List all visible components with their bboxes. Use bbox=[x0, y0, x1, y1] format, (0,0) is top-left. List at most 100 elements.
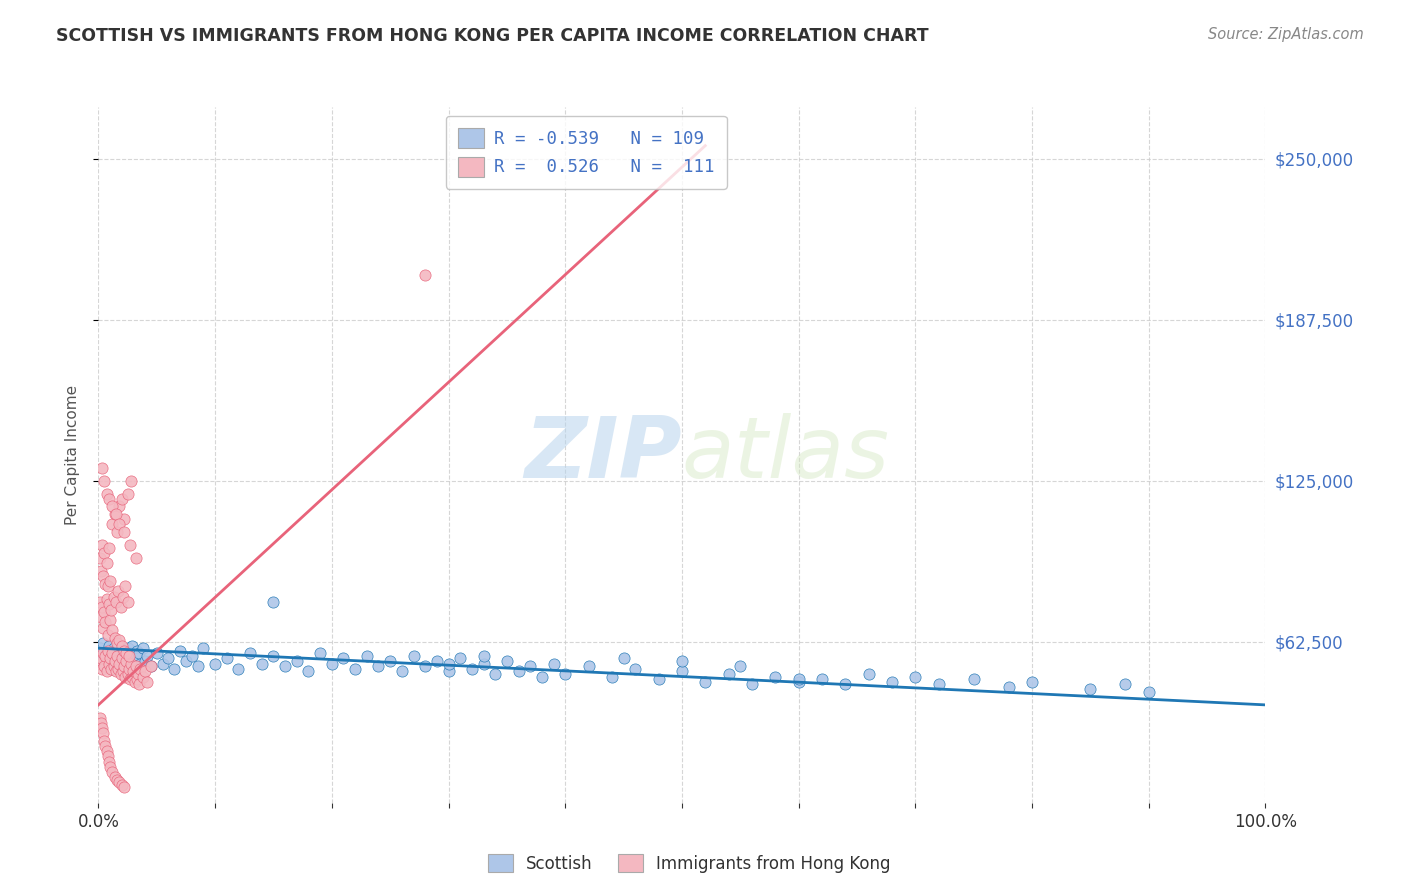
Point bbox=[117, 595, 139, 609]
Point bbox=[103, 659, 125, 673]
Point bbox=[97, 541, 120, 555]
Point bbox=[93, 659, 115, 673]
Point bbox=[112, 644, 135, 658]
Point bbox=[90, 599, 112, 614]
Point bbox=[97, 749, 120, 764]
Point bbox=[96, 665, 118, 679]
Point bbox=[120, 474, 142, 488]
Point bbox=[91, 569, 114, 583]
Point bbox=[717, 667, 740, 681]
Point bbox=[763, 669, 786, 683]
Point bbox=[104, 507, 127, 521]
Point bbox=[101, 662, 124, 676]
Point bbox=[413, 659, 436, 673]
Point bbox=[104, 654, 127, 668]
Point bbox=[104, 631, 127, 645]
Point bbox=[104, 507, 127, 521]
Point bbox=[104, 770, 127, 784]
Point bbox=[834, 677, 856, 691]
Point bbox=[111, 657, 134, 671]
Point bbox=[671, 654, 693, 668]
Point bbox=[695, 674, 717, 689]
Point bbox=[94, 576, 117, 591]
Point bbox=[600, 669, 623, 683]
Point bbox=[100, 602, 122, 616]
Point bbox=[928, 677, 950, 691]
Point bbox=[647, 672, 669, 686]
Point bbox=[125, 644, 148, 658]
Point bbox=[121, 669, 143, 683]
Point bbox=[98, 657, 121, 671]
Point bbox=[250, 657, 273, 671]
Point bbox=[90, 538, 112, 552]
Point bbox=[101, 500, 124, 514]
Point bbox=[122, 665, 145, 679]
Point bbox=[332, 651, 354, 665]
Point bbox=[96, 556, 118, 570]
Point bbox=[90, 662, 112, 676]
Text: SCOTTISH VS IMMIGRANTS FROM HONG KONG PER CAPITA INCOME CORRELATION CHART: SCOTTISH VS IMMIGRANTS FROM HONG KONG PE… bbox=[56, 27, 929, 45]
Point bbox=[90, 715, 112, 730]
Point bbox=[163, 662, 186, 676]
Point bbox=[129, 662, 152, 676]
Point bbox=[93, 474, 115, 488]
Point bbox=[98, 651, 121, 665]
Point bbox=[97, 491, 120, 506]
Point bbox=[157, 651, 180, 665]
Point bbox=[91, 621, 114, 635]
Point bbox=[118, 646, 141, 660]
Point bbox=[613, 651, 636, 665]
Text: atlas: atlas bbox=[682, 413, 890, 497]
Point bbox=[121, 639, 143, 653]
Point bbox=[136, 674, 159, 689]
Point bbox=[108, 633, 131, 648]
Point bbox=[124, 674, 146, 689]
Point bbox=[94, 648, 117, 663]
Point bbox=[124, 648, 146, 663]
Point bbox=[115, 646, 138, 660]
Point bbox=[97, 598, 120, 612]
Point bbox=[962, 672, 984, 686]
Point bbox=[108, 651, 131, 665]
Point bbox=[108, 775, 131, 789]
Point bbox=[356, 648, 378, 663]
Point bbox=[97, 651, 120, 665]
Point bbox=[94, 659, 117, 673]
Point bbox=[152, 657, 174, 671]
Point bbox=[115, 662, 138, 676]
Point bbox=[118, 662, 141, 676]
Point bbox=[101, 646, 124, 660]
Point bbox=[787, 674, 810, 689]
Point bbox=[413, 268, 436, 282]
Point bbox=[114, 579, 136, 593]
Point bbox=[118, 538, 141, 552]
Point bbox=[125, 659, 148, 673]
Point bbox=[187, 659, 209, 673]
Point bbox=[904, 669, 927, 683]
Point bbox=[391, 665, 413, 679]
Point bbox=[274, 659, 297, 673]
Point bbox=[110, 599, 132, 614]
Point bbox=[262, 595, 284, 609]
Point bbox=[624, 662, 647, 676]
Point bbox=[101, 623, 124, 637]
Point bbox=[90, 460, 112, 475]
Point bbox=[484, 667, 506, 681]
Point bbox=[105, 636, 128, 650]
Point bbox=[125, 672, 148, 686]
Point bbox=[508, 665, 530, 679]
Point bbox=[578, 659, 600, 673]
Point bbox=[90, 646, 112, 660]
Point bbox=[90, 651, 112, 665]
Point bbox=[108, 500, 131, 514]
Point bbox=[180, 648, 202, 663]
Point bbox=[89, 711, 111, 725]
Point bbox=[1137, 685, 1160, 699]
Point bbox=[101, 764, 124, 779]
Point bbox=[104, 595, 127, 609]
Point bbox=[105, 659, 128, 673]
Point bbox=[1080, 682, 1102, 697]
Point bbox=[108, 517, 131, 532]
Point bbox=[543, 657, 565, 671]
Point bbox=[114, 669, 136, 683]
